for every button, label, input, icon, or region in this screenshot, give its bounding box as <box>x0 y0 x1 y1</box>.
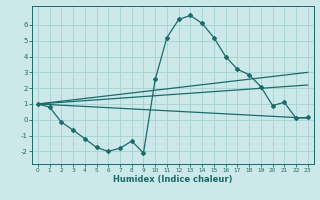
X-axis label: Humidex (Indice chaleur): Humidex (Indice chaleur) <box>113 175 233 184</box>
